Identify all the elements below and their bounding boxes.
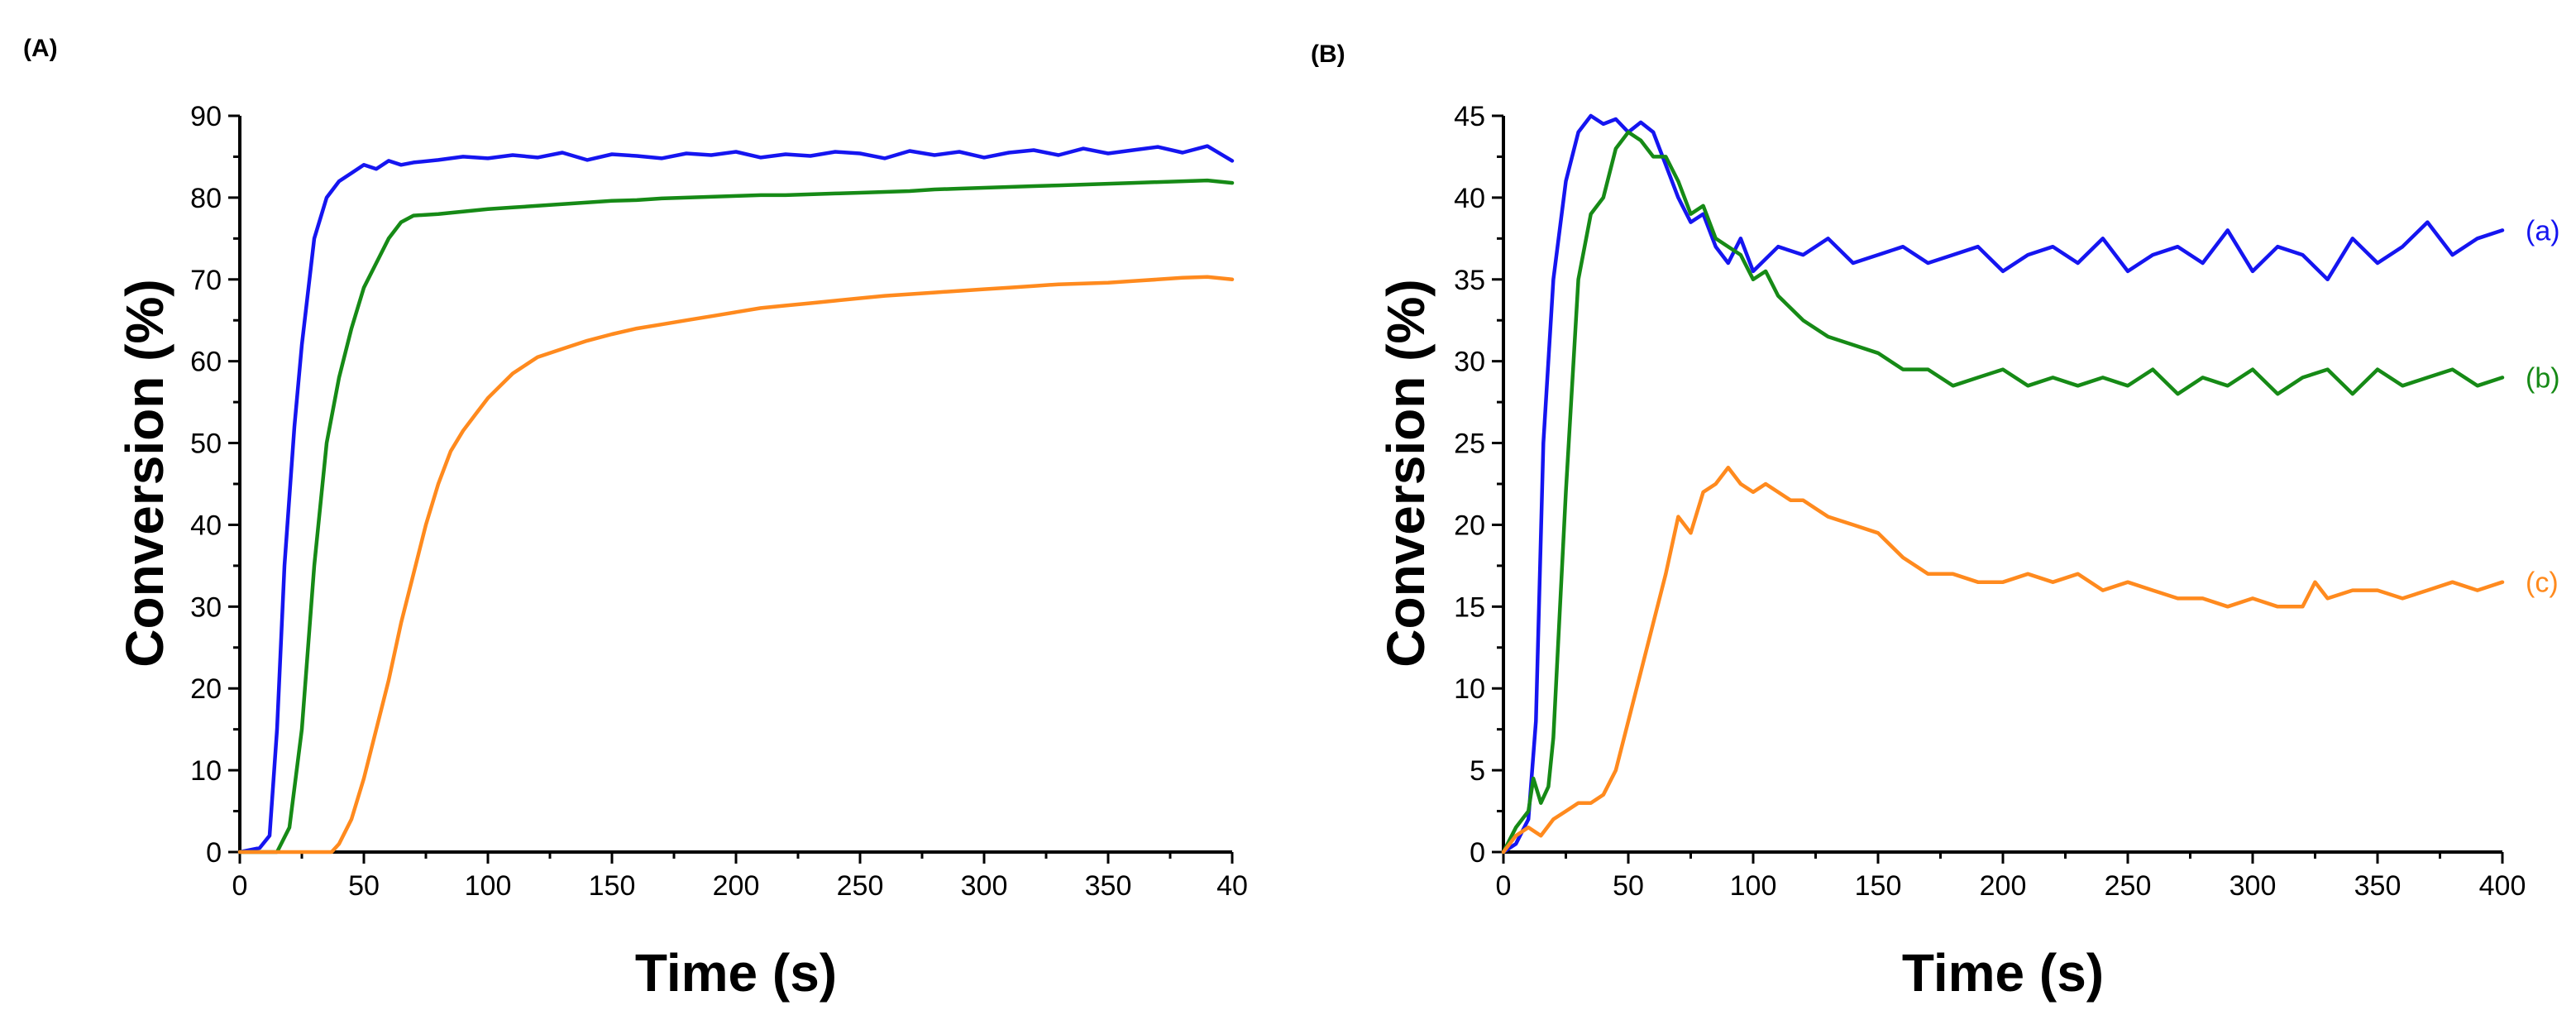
x-tick-label: 0 xyxy=(1496,870,1512,902)
x-tick-label: 350 xyxy=(2354,870,2402,902)
y-tick-label: 40 xyxy=(1454,183,1485,214)
x-tick-label: 300 xyxy=(2230,870,2277,902)
series-label-c: (c) xyxy=(2526,567,2559,599)
y-tick-label: 0 xyxy=(206,837,222,869)
y-tick-label: 30 xyxy=(1454,347,1485,378)
y-axis-title: Conversion (%) xyxy=(1376,279,1436,667)
series-line-c xyxy=(237,275,1235,855)
panel-label: (A) xyxy=(23,35,58,62)
x-tick-label: 250 xyxy=(837,870,884,902)
y-tick-label: 0 xyxy=(1470,837,1485,869)
x-tick-label: 200 xyxy=(713,870,760,902)
panel-label: (B) xyxy=(1311,41,1345,68)
x-tick-label: 0 xyxy=(232,870,248,902)
x-tick-label: 150 xyxy=(589,870,636,902)
y-tick-label: 10 xyxy=(190,755,222,787)
y-tick-label: 40 xyxy=(190,510,222,541)
x-tick-label: 200 xyxy=(1980,870,2027,902)
y-tick-label: 45 xyxy=(1454,101,1485,132)
y-axis-title: Conversion (%) xyxy=(115,279,174,667)
x-tick-label: 50 xyxy=(1613,870,1644,902)
y-tick-label: 80 xyxy=(190,183,222,214)
x-tick-label: 350 xyxy=(1085,870,1132,902)
x-tick-label: 300 xyxy=(961,870,1008,902)
y-tick-label: 20 xyxy=(1454,510,1485,541)
series-label-b: (b) xyxy=(2526,362,2560,394)
series-label-a: (a) xyxy=(2526,215,2560,247)
y-tick-label: 30 xyxy=(190,591,222,623)
series-line-a xyxy=(237,144,1235,855)
panel-b: (B) Time (s) Conversion (%) 0 50 100 150 200… xyxy=(1311,41,2560,1003)
y-tick-label: 70 xyxy=(190,265,222,296)
x-tick-label: 400 xyxy=(2479,870,2526,902)
y-tick-label: 60 xyxy=(190,347,222,378)
series-line-a xyxy=(1501,113,2505,855)
panel-a: (A) Time (s) Conversion (%) 0 50 100 150 200… xyxy=(23,35,1248,1003)
y-tick-label: 20 xyxy=(190,673,222,705)
y-tick-label: 35 xyxy=(1454,265,1485,296)
series-line-c xyxy=(1501,465,2505,855)
x-tick-label: 100 xyxy=(465,870,512,902)
x-tick-label: 40 xyxy=(1216,870,1248,902)
y-tick-label: 5 xyxy=(1470,755,1485,787)
x-tick-label: 50 xyxy=(348,870,380,902)
x-tick-label: 250 xyxy=(2105,870,2152,902)
y-tick-label: 50 xyxy=(190,429,222,460)
y-tick-label: 15 xyxy=(1454,591,1485,623)
x-tick-label: 150 xyxy=(1855,870,1902,902)
series-line-b xyxy=(237,178,1235,855)
y-tick-label: 25 xyxy=(1454,429,1485,460)
x-tick-label: 100 xyxy=(1730,870,1777,902)
series-line-b xyxy=(1501,130,2505,855)
x-axis-title: Time (s) xyxy=(635,943,837,1003)
y-tick-label: 10 xyxy=(1454,673,1485,705)
x-axis-title: Time (s) xyxy=(1902,943,2104,1003)
y-tick-label: 90 xyxy=(190,101,222,132)
